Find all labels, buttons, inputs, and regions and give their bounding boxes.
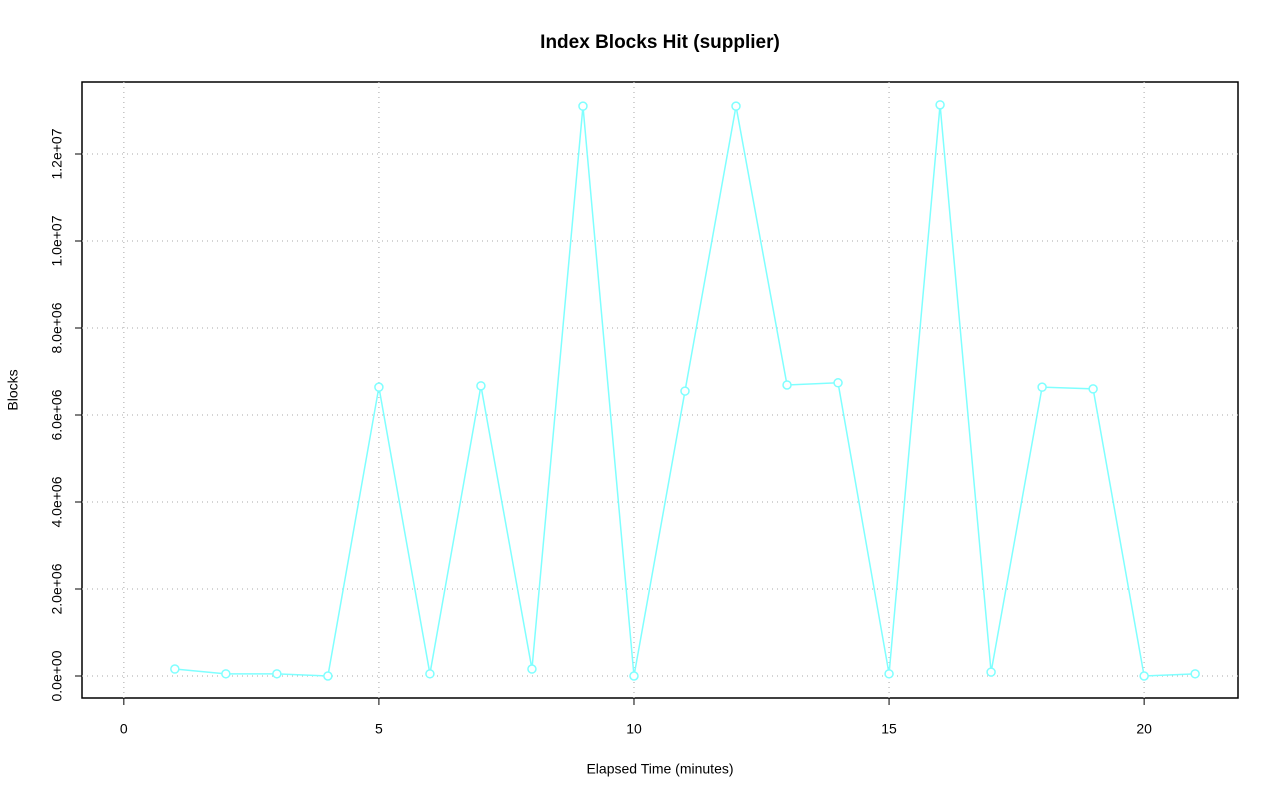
x-tick-label: 10 — [626, 721, 642, 737]
data-point — [374, 382, 384, 392]
y-tick-label: 4.0e+06 — [49, 476, 65, 527]
data-point — [782, 380, 792, 390]
data-point — [680, 386, 690, 396]
data-point — [272, 669, 282, 679]
x-tick-label: 5 — [375, 721, 383, 737]
chart-title: Index Blocks Hit (supplier) — [540, 32, 780, 53]
y-tick-label: 1.0e+07 — [49, 215, 65, 266]
data-point — [1037, 382, 1047, 392]
data-point — [221, 669, 231, 679]
x-tick-label: 15 — [881, 721, 897, 737]
data-point — [578, 101, 588, 111]
data-point — [833, 378, 843, 388]
data-point — [884, 669, 894, 679]
data-point — [527, 664, 537, 674]
data-point — [629, 671, 639, 681]
y-tick-label: 6.0e+06 — [49, 389, 65, 440]
x-axis-label: Elapsed Time (minutes) — [586, 761, 733, 777]
y-tick-label: 1.2e+07 — [49, 128, 65, 179]
data-point — [170, 664, 180, 674]
x-tick-label: 20 — [1136, 721, 1152, 737]
x-tick-label: 0 — [120, 721, 128, 737]
y-axis-label: Blocks — [5, 369, 21, 410]
y-tick-label: 2.0e+06 — [49, 563, 65, 614]
data-point — [1139, 671, 1149, 681]
data-point — [1088, 384, 1098, 394]
plot-frame — [81, 81, 1239, 699]
data-point — [425, 669, 435, 679]
y-tick-label: 0.0e+00 — [49, 650, 65, 701]
data-point — [476, 381, 486, 391]
data-point — [1190, 669, 1200, 679]
data-point — [731, 101, 741, 111]
y-tick-label: 8.0e+06 — [49, 302, 65, 353]
data-point — [986, 667, 996, 677]
data-point — [935, 100, 945, 110]
data-point — [323, 671, 333, 681]
